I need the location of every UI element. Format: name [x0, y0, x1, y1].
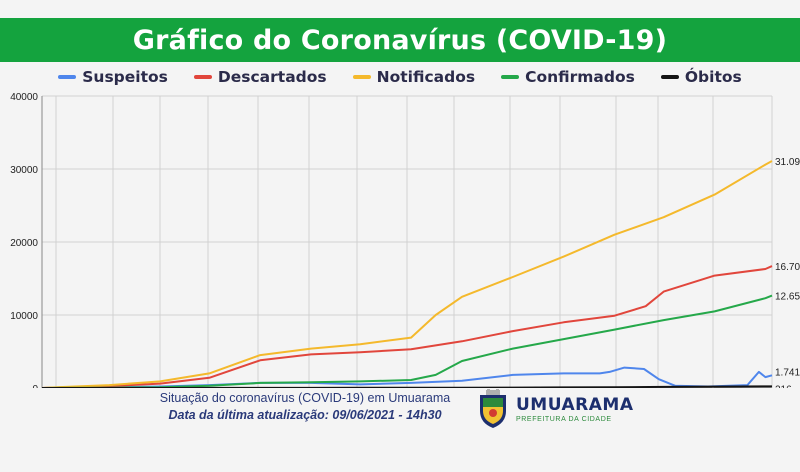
series-line-óbitos	[42, 385, 773, 388]
line-chart: 01000020000300004000021/0301/0401/0501/0…	[10, 92, 800, 388]
chart-legend: Suspeitos Descartados Notificados Confir…	[0, 68, 800, 86]
legend-label-notificados: Notificados	[376, 68, 476, 86]
legend-item-suspeitos[interactable]: Suspeitos	[58, 68, 168, 86]
end-label-notificados: 31.099	[775, 157, 800, 168]
y-tick-label: 10000	[10, 311, 38, 322]
chart-grid	[42, 95, 773, 388]
y-tick-label: 30000	[10, 165, 38, 176]
legend-item-confirmados[interactable]: Confirmados	[501, 68, 635, 86]
end-label-confirmados: 12.655	[775, 292, 800, 303]
legend-swatch-suspeitos	[58, 75, 77, 79]
legend-label-confirmados: Confirmados	[525, 68, 635, 86]
page-title: Gráfico do Coronavírus (COVID-19)	[132, 24, 668, 56]
chart-end-labels: 31.099 16.703 12.655 1.741 216	[775, 157, 800, 388]
logo-subtitle: PREFEITURA DA CIDADE	[516, 416, 612, 423]
chart-series	[41, 160, 773, 388]
series-line-notificados	[41, 160, 773, 388]
legend-item-descartados[interactable]: Descartados	[193, 68, 327, 86]
legend-swatch-notificados	[352, 75, 371, 79]
series-line-descartados	[41, 265, 773, 388]
legend-swatch-confirmados	[501, 75, 520, 79]
end-label-óbitos: 216	[775, 384, 792, 388]
footer-info: Situação do coronavírus (COVID-19) em Um…	[150, 390, 460, 424]
chart-axes: 01000020000300004000021/0301/0401/0501/0…	[10, 92, 43, 388]
legend-item-obitos[interactable]: Óbitos	[660, 68, 742, 86]
umuarama-logo: UMUARAMA PREFEITURA DA CIDADE	[476, 389, 633, 429]
legend-label-suspeitos: Suspeitos	[82, 68, 168, 86]
legend-item-notificados[interactable]: Notificados	[352, 68, 476, 86]
legend-swatch-descartados	[193, 75, 212, 79]
logo-name: UMUARAMA	[516, 395, 634, 415]
city-crest-icon	[480, 389, 506, 428]
y-tick-label: 0	[32, 384, 38, 388]
title-banner: Gráfico do Coronavírus (COVID-19)	[0, 18, 800, 62]
y-tick-label: 40000	[10, 92, 38, 103]
end-label-suspeitos: 1.741	[775, 367, 800, 378]
legend-swatch-obitos	[660, 75, 679, 79]
end-label-descartados: 16.703	[775, 262, 800, 273]
legend-label-obitos: Óbitos	[684, 68, 742, 86]
legend-label-descartados: Descartados	[217, 68, 327, 86]
footer-situation: Situação do coronavírus (COVID-19) em Um…	[159, 391, 451, 405]
y-tick-label: 20000	[10, 238, 38, 249]
footer-updated: Data da última atualização: 09/06/2021 -…	[168, 408, 442, 422]
